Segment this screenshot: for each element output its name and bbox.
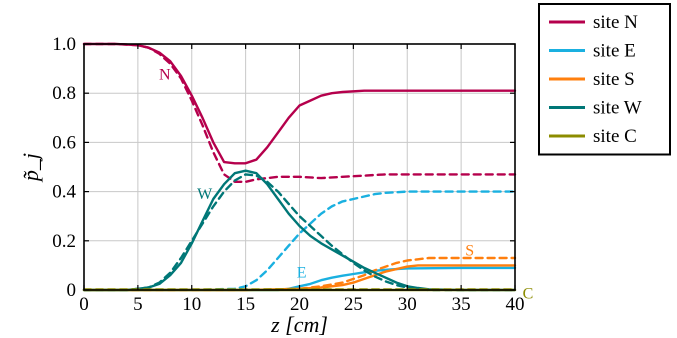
series-line-site-w — [82, 169, 517, 292]
legend-label: site N — [593, 12, 638, 33]
y-tick-label: 0.4 — [52, 182, 76, 203]
series-annotation-n: N — [159, 67, 171, 84]
series-line-site-s-dashed — [82, 256, 517, 292]
y-tick-label: 0 — [67, 280, 77, 301]
x-tick-label: 40 — [506, 294, 525, 315]
y-axis-label: p̃_j — [18, 153, 43, 183]
x-tick-label: 35 — [452, 294, 471, 315]
axis-ticks: 0 5 10 15 20 25 30 35 40 0 0.2 0.4 0.6 0.8 1.0 — [52, 34, 524, 315]
x-tick-label: 0 — [79, 294, 89, 315]
y-tick-label: 0.6 — [52, 132, 76, 153]
series-line-site-e-dashed — [82, 190, 517, 292]
x-tick-label: 15 — [236, 294, 255, 315]
legend-label: site C — [593, 126, 637, 147]
y-tick-label: 0.8 — [52, 83, 76, 104]
series-line-site-n-dashed — [82, 42, 517, 183]
y-tick-label: 1.0 — [52, 34, 76, 55]
legend: site N site E site S site W site C — [538, 3, 671, 156]
legend-label: site S — [593, 69, 635, 90]
y-tick-label: 0.2 — [52, 231, 76, 252]
legend-label: site E — [593, 41, 636, 62]
x-tick-label: 10 — [182, 294, 201, 315]
series-annotation-s: S — [465, 242, 474, 259]
series-annotation-c: C — [523, 285, 534, 302]
x-tick-label: 20 — [290, 294, 309, 315]
grid — [83, 43, 516, 291]
annotations: N W E S C — [159, 67, 533, 303]
series-line-site-n — [82, 42, 517, 165]
series-annotation-w: W — [197, 186, 213, 203]
x-tick-label: 5 — [133, 294, 143, 315]
axis-labels: z [cm] p̃_j — [18, 153, 328, 337]
x-tick-label: 25 — [344, 294, 363, 315]
x-axis-label: z [cm] — [270, 312, 328, 337]
x-tick-label: 30 — [398, 294, 417, 315]
legend-label: site W — [593, 98, 642, 119]
series-annotation-e: E — [297, 265, 307, 282]
